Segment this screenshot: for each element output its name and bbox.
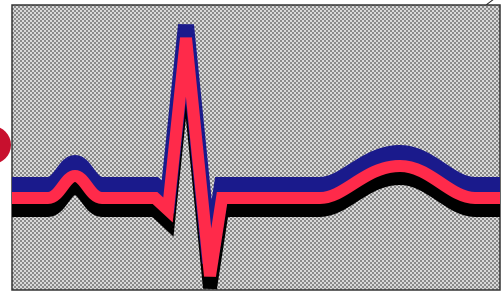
grid-panel [12, 5, 500, 290]
ecg-icon [0, 0, 504, 293]
page: (() => { const data = JSON.parse(documen… [0, 0, 504, 293]
